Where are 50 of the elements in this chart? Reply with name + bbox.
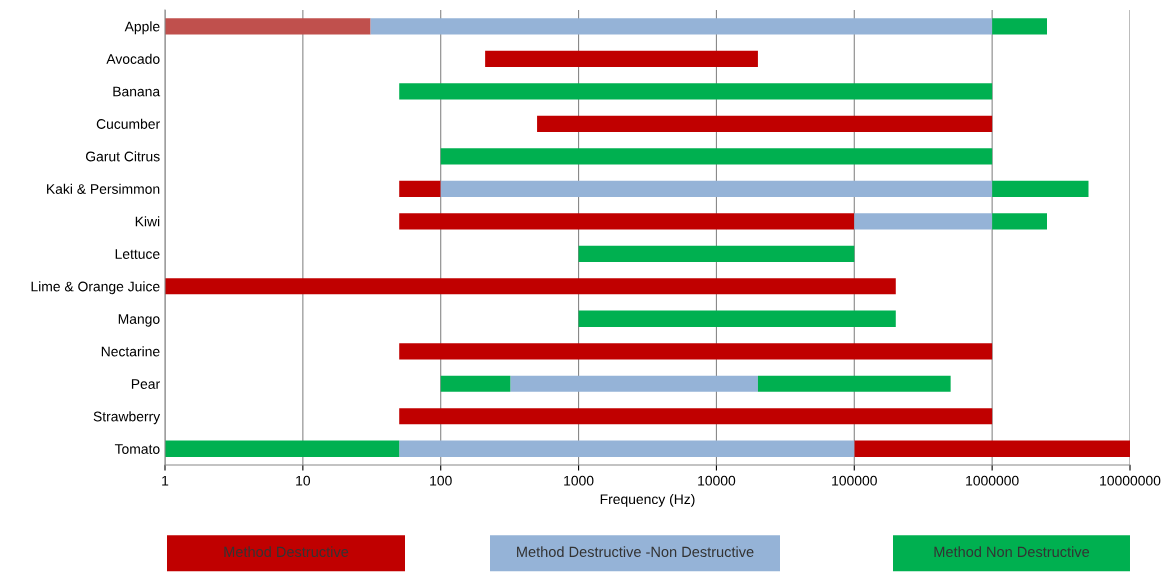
bar (440, 180, 993, 197)
bar (370, 18, 993, 35)
y-tick-label: Nectarine (101, 346, 160, 357)
y-tick-label: Lime & Orange Juice (31, 281, 160, 295)
bar (485, 50, 758, 67)
bar (537, 115, 993, 132)
bar (440, 375, 511, 392)
bar (399, 83, 993, 100)
y-tick-label: Garut Citrus (85, 151, 160, 162)
bar (992, 18, 1047, 35)
bar (854, 213, 993, 230)
bar (399, 343, 993, 360)
x-tick-label: 10000 (698, 475, 736, 486)
y-tick-label: Avocado (106, 53, 160, 64)
bar (854, 440, 1130, 457)
y-tick-label: Kaki & Persimmon (47, 183, 160, 194)
x-tick-label: 1000000 (966, 475, 1019, 486)
bar (399, 408, 993, 425)
bar (165, 278, 896, 295)
bar (757, 375, 951, 392)
bar (165, 18, 371, 35)
bar (399, 180, 441, 197)
bar (578, 245, 855, 262)
y-tick-label: Pear (131, 379, 160, 389)
x-tick-label: 10000000 (1100, 475, 1161, 486)
y-tick-label: Tomato (114, 444, 160, 454)
y-tick-label: Lettuce (115, 249, 160, 259)
bar (399, 440, 855, 457)
text: Method Destructive -Non Destructive (517, 546, 754, 558)
x-tick-label: 100000 (832, 475, 877, 486)
bar (992, 213, 1047, 230)
y-tick-label: Mango (118, 314, 160, 327)
x-axis-title: Frequency (Hz) (600, 493, 695, 507)
y-tick-label: Banana (113, 86, 161, 97)
y-tick-label: Cucumber (96, 118, 160, 129)
x-tick-label: 1000 (564, 475, 594, 486)
bar (578, 310, 896, 327)
bar (440, 148, 993, 165)
bar (165, 440, 400, 457)
bar (399, 213, 855, 230)
x-tick-label: 100 (430, 475, 452, 486)
x-tick-label: 1 (162, 475, 169, 486)
y-tick-label: Strawberry (93, 411, 161, 425)
text: Method Non Destructive (934, 546, 1090, 558)
y-tick-label: Apple (124, 21, 160, 35)
x-tick-label: 10 (296, 475, 311, 486)
y-tick-label: Kiwi (135, 216, 160, 227)
bar (510, 375, 758, 392)
bar (992, 180, 1089, 197)
text: Method Destructive (224, 546, 349, 558)
